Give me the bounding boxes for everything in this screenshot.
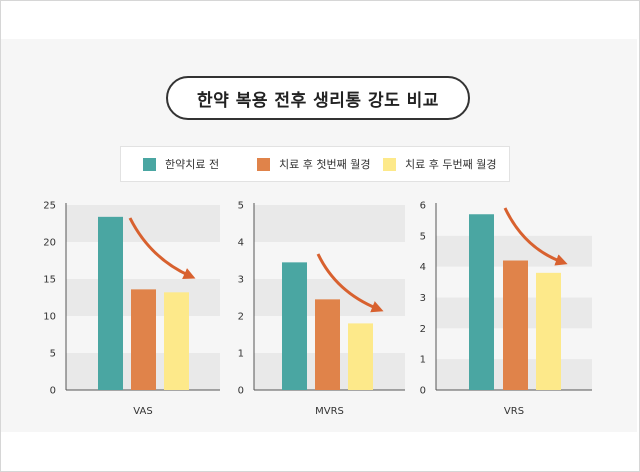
legend-item-before: 한약치료 전 [143, 147, 219, 181]
legend-item-after1: 치료 후 첫번째 월경 [257, 147, 370, 181]
trend-arrow [503, 207, 568, 266]
bar-after2 [164, 292, 189, 390]
bar-after1 [503, 260, 528, 390]
legend: 한약치료 전 치료 후 첫번째 월경 치료 후 두번째 월경 [120, 146, 510, 182]
legend-swatch-before [143, 157, 156, 171]
bar-before [282, 262, 307, 390]
grid-band [254, 205, 405, 242]
bar-after2 [536, 272, 561, 390]
bar-after2 [348, 323, 373, 390]
y-tick-label: 25 [43, 201, 56, 212]
bar-after1 [315, 299, 340, 390]
grid-band [66, 205, 220, 242]
y-tick-label: 20 [43, 238, 56, 249]
y-tick-label: 6 [420, 201, 426, 212]
legend-swatch-after1 [257, 157, 270, 171]
y-tick-label: 5 [420, 231, 426, 242]
legend-label-after1: 치료 후 첫번째 월경 [279, 158, 371, 171]
y-tick-label: 1 [238, 349, 244, 360]
y-tick-label: 5 [238, 201, 244, 212]
legend-swatch-after2 [383, 157, 396, 171]
legend-label-after2: 치료 후 두번째 월경 [405, 158, 497, 171]
trend-arrow [316, 253, 384, 313]
bar-before [469, 214, 494, 390]
y-tick-label: 0 [50, 386, 56, 397]
chart-mvrs: 0 1 2 3 4 5 MVRS [238, 201, 405, 417]
y-tick-label: 3 [238, 275, 244, 286]
trend-arrow [128, 217, 196, 280]
bar-after1 [131, 289, 156, 390]
y-tick-label: 4 [238, 238, 244, 249]
y-tick-label: 0 [420, 386, 426, 397]
legend-item-after2: 치료 후 두번째 월경 [383, 147, 496, 181]
y-tick-label: 2 [420, 324, 426, 335]
legend-label-before: 한약치료 전 [165, 158, 220, 171]
chart-vas: 0 5 10 15 20 25 VAS [43, 201, 220, 417]
chart-title: 한약 복용 전후 생리통 강도 비교 [166, 76, 470, 120]
y-tick-label: 5 [50, 349, 56, 360]
x-axis-label: VRS [504, 406, 524, 417]
x-axis-label: MVRS [315, 406, 344, 417]
y-tick-label: 15 [43, 275, 56, 286]
y-tick-label: 3 [420, 293, 426, 304]
bar-before [98, 216, 123, 390]
x-axis-label: VAS [133, 406, 152, 417]
y-tick-label: 10 [43, 312, 56, 323]
y-tick-label: 4 [420, 262, 426, 273]
y-tick-label: 1 [420, 355, 426, 366]
y-tick-label: 0 [238, 386, 244, 397]
y-tick-label: 2 [238, 312, 244, 323]
chart-vrs: 0 1 2 3 4 5 6 VRS [420, 201, 592, 417]
